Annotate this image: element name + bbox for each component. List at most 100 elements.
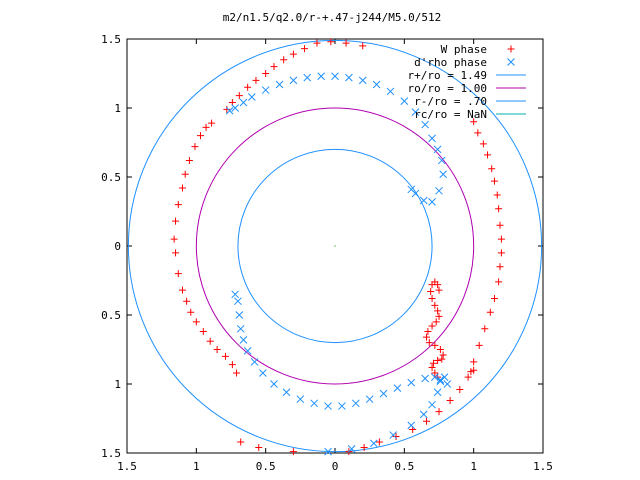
y-tick-label: 0 (114, 240, 121, 253)
w-phase-point (233, 369, 241, 377)
w-phase-point (467, 368, 475, 376)
drho-phase-point (234, 297, 242, 306)
w-phase-point (360, 443, 368, 451)
drho-phase-point (389, 431, 398, 439)
reference-circles (127, 39, 543, 453)
legend-label: rc/ro = NaN (414, 108, 487, 121)
axis-ticks: 1.5 1 0.5 0 0.5 1 1.51.510.500.511.5 (101, 33, 553, 473)
w-phase-point (434, 357, 442, 365)
x-tick-label: 0.5 (256, 460, 276, 473)
drho-phase-point (421, 374, 429, 383)
legend-label: ro/ro = 1.00 (408, 82, 487, 95)
w-phase-point (434, 307, 442, 315)
drho-phase-point (393, 384, 402, 392)
w-phase-point (496, 263, 504, 271)
w-phase-point (375, 438, 383, 446)
w-phase-point (252, 76, 260, 84)
x-tick-label: 0 (332, 460, 339, 473)
w-phase-point (495, 205, 503, 213)
drho-phase-point (358, 76, 367, 85)
w-phase-point (439, 351, 447, 359)
w-phase-point (427, 288, 435, 296)
w-phase-point (428, 294, 436, 302)
drho-phase-point (331, 72, 339, 81)
drho-phase-point (261, 86, 270, 94)
w-phase-point (495, 278, 503, 286)
w-phase-point (423, 417, 431, 425)
drho-phase-point (231, 104, 240, 112)
w-phase-point (474, 129, 482, 137)
w-phase-point (196, 132, 204, 140)
w-phase-point (202, 123, 210, 131)
drho-phase-point (236, 324, 245, 333)
drho-phase-point (433, 388, 442, 397)
drho-phase-point (400, 97, 409, 105)
w-phase-point (475, 341, 483, 349)
w-phase-point (479, 140, 487, 148)
w-phase-point (192, 318, 200, 326)
drho-phase-point (259, 369, 267, 377)
drho-phase-point (428, 197, 436, 206)
w-phase-point (280, 56, 288, 64)
w-phase-point (425, 339, 433, 347)
w-phase-point (191, 143, 199, 151)
w-phase-point (431, 341, 439, 349)
drho-phase-point (324, 402, 332, 410)
w-phase-point (185, 156, 193, 164)
drho-phase-point (443, 380, 452, 388)
x-tick-label: 1.5 (117, 460, 137, 473)
w-phase-point (486, 308, 494, 316)
drho-phase-point (379, 389, 388, 398)
w-phase-point (429, 359, 437, 367)
drho-phase-point (411, 108, 420, 116)
legend-marker (507, 58, 515, 66)
drho-phase-point (317, 72, 325, 81)
w-phase-point (496, 221, 504, 229)
y-tick-label: 0.5 (101, 171, 121, 184)
circle-r-ro-70 (237, 148, 433, 344)
drho-phase-point (270, 380, 278, 388)
w-phase-point (493, 191, 501, 199)
w-phase-point (183, 297, 191, 305)
w-phase-point (456, 386, 464, 394)
drho-phase-point (239, 98, 248, 107)
drho-phase-point (433, 145, 442, 154)
x-tick-label: 0.5 (394, 460, 414, 473)
w-phase-point (199, 328, 207, 336)
circle-r-ro-1-49 (127, 39, 543, 453)
w-phase-point (255, 443, 263, 451)
drho-phase-point (275, 80, 284, 89)
w-phase-point (223, 105, 231, 113)
w-phase-point (484, 151, 492, 159)
drho-phase-point (296, 395, 305, 404)
drho-phase-point (436, 376, 445, 384)
drho-phase-point (421, 120, 429, 129)
drho-phase-point (440, 373, 449, 381)
w-phase-point (208, 119, 216, 127)
w-phase-point (235, 92, 243, 100)
w-phase-point (174, 201, 182, 209)
drho-phase-point (407, 421, 416, 430)
w-phase-point (423, 333, 431, 341)
y-tick-label: 0.5 (101, 309, 121, 322)
w-phase-point (464, 373, 472, 381)
w-phase-point (172, 217, 180, 225)
drho-phase-point (338, 402, 346, 410)
w-phase-point (428, 322, 436, 330)
w-phase-point (178, 286, 186, 294)
drho-phase-point (235, 311, 244, 319)
w-phase-point (431, 301, 439, 309)
drho-phase-point (303, 73, 312, 82)
w-phase-point (237, 438, 245, 446)
drho-phase-point (239, 335, 248, 344)
drho-phase-point (247, 93, 256, 101)
w-phase-point (481, 325, 489, 333)
drho-phase-point (289, 76, 298, 85)
w-phase-point (470, 118, 478, 126)
w-phase-point (438, 355, 446, 363)
drho-phase-point (231, 290, 240, 299)
w-phase-point (342, 39, 350, 47)
w-phase-point (313, 39, 321, 47)
